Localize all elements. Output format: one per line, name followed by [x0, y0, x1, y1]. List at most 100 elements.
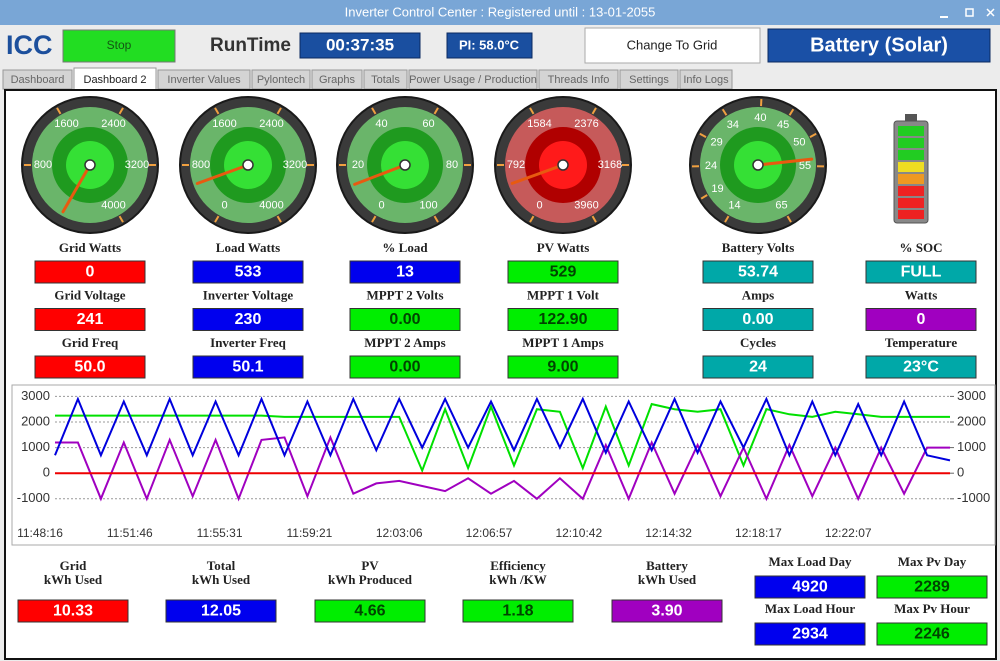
- total-value: 4.66: [354, 603, 385, 620]
- field-label: MPPT 1 Amps: [522, 335, 603, 350]
- tab-label: Power Usage / Production: [409, 74, 537, 86]
- gauge-tick: [276, 107, 282, 115]
- field-label: Amps: [742, 287, 775, 302]
- runtime-box: [299, 32, 421, 59]
- max-value: 2289: [914, 579, 950, 596]
- gauge-tick-label: 1584: [527, 118, 551, 130]
- tab-bar: Dashboard Dashboard 2 Inverter Values Pylon…: [2, 67, 733, 91]
- y-tick-label: 2000: [21, 413, 50, 428]
- max-label: Max Load Hour: [765, 601, 856, 616]
- field-label: Watts: [905, 287, 938, 302]
- max-box: [754, 622, 866, 646]
- field-value: 529: [550, 264, 577, 281]
- tab-label: Info Logs: [683, 74, 729, 86]
- field-label: Grid Voltage: [54, 287, 125, 302]
- total-value: 12.05: [201, 603, 241, 620]
- field-value: 0: [86, 264, 95, 281]
- field-value: 533: [235, 264, 262, 281]
- total-label: Grid: [60, 558, 87, 573]
- field-value: 0: [917, 311, 926, 328]
- field-box: [865, 355, 977, 379]
- gauge-tick-label: 1600: [54, 118, 78, 130]
- maximize-button[interactable]: [965, 8, 974, 17]
- total-value: 3.90: [651, 603, 682, 620]
- field-box: [702, 260, 814, 284]
- close-button[interactable]: [986, 8, 995, 17]
- stop-button[interactable]: [62, 29, 176, 63]
- gauge-tick-label: 100: [419, 200, 437, 212]
- max-value: 2246: [914, 626, 950, 643]
- total-box: [314, 599, 426, 623]
- gauge-tick: [118, 107, 124, 115]
- max-box: [876, 622, 988, 646]
- total-label: kWh Produced: [328, 572, 413, 587]
- field-value: 0.00: [389, 359, 420, 376]
- max-value: 4920: [792, 579, 828, 596]
- gauge-tick: [118, 215, 124, 223]
- field-label: Inverter Voltage: [203, 287, 294, 302]
- gauge-tick: [56, 107, 62, 115]
- gauge-tick: [529, 215, 535, 223]
- field-value: 23°C: [903, 359, 939, 376]
- field-box: [192, 355, 304, 379]
- field-value: 0.00: [742, 311, 773, 328]
- gauge-tick-label: 0: [536, 200, 542, 212]
- battery-cap: [905, 114, 917, 122]
- total-box: [165, 599, 277, 623]
- gauge-tick: [433, 215, 439, 223]
- max-label: Max Pv Day: [898, 554, 967, 569]
- battery-cell: [898, 210, 924, 219]
- field-box: [34, 355, 146, 379]
- mode-button-label: Change To Grid: [627, 37, 718, 52]
- field-label: Inverter Freq: [210, 335, 286, 350]
- tab-label: Totals: [371, 74, 400, 86]
- total-value: 10.33: [53, 603, 93, 620]
- field-value: 50.0: [74, 359, 105, 376]
- field-label: % SOC: [900, 240, 943, 255]
- gauge-tick: [529, 107, 535, 115]
- field-box: [702, 355, 814, 379]
- gauge-needle: [195, 163, 250, 185]
- tab-label: Pylontech: [257, 74, 305, 86]
- gauge-tick: [591, 215, 597, 223]
- field-box: [192, 308, 304, 331]
- gauge-tick: [371, 215, 377, 223]
- gauge-tick: [214, 107, 220, 115]
- runtime-label: RunTime: [210, 35, 291, 56]
- gauge-tick-label: 24: [705, 160, 717, 172]
- mode-box: [767, 28, 991, 63]
- runtime-value: 00:37:35: [326, 35, 394, 54]
- gauge-tick: [809, 132, 817, 138]
- mode-button[interactable]: [584, 27, 761, 64]
- max-label: Max Pv Hour: [894, 601, 970, 616]
- field-label: Cycles: [740, 335, 776, 350]
- battery-icon: [893, 114, 929, 224]
- y2-tick-label: 0: [957, 465, 964, 480]
- x-tick-label: 11:48:16: [17, 526, 63, 540]
- gauge-tick: [786, 215, 792, 223]
- gauge-tick-label: 3200: [125, 159, 149, 171]
- x-tick-label: 12:14:32: [645, 526, 692, 540]
- x-tick-label: 11:51:46: [107, 526, 153, 540]
- gauge-needle: [756, 157, 814, 167]
- gauge-tick-label: 1600: [212, 118, 236, 130]
- mode-value: Battery (Solar): [810, 34, 948, 56]
- tab-label: Inverter Values: [167, 74, 241, 86]
- gauge-tick-label: 45: [777, 119, 789, 131]
- tab-label: Threads Info: [548, 74, 610, 86]
- gauge-tick-label: 19: [711, 183, 723, 195]
- gauge-tick-label: 29: [710, 137, 722, 149]
- gauge-tick-label: 3168: [598, 159, 622, 171]
- y-tick-label: 3000: [21, 388, 50, 403]
- field-label: PV Watts: [537, 240, 590, 255]
- battery-cell: [898, 162, 924, 172]
- field-box: [349, 355, 461, 379]
- gauge-hub: [557, 159, 569, 171]
- gauge-tick-label: 60: [422, 118, 434, 130]
- tab-label: Graphs: [319, 74, 356, 86]
- battery-cell: [898, 150, 924, 160]
- total-label: kWh Used: [44, 572, 103, 587]
- battery-cell: [898, 138, 924, 148]
- y-tick-label: 1000: [21, 439, 50, 454]
- total-label: kWh /KW: [489, 572, 546, 587]
